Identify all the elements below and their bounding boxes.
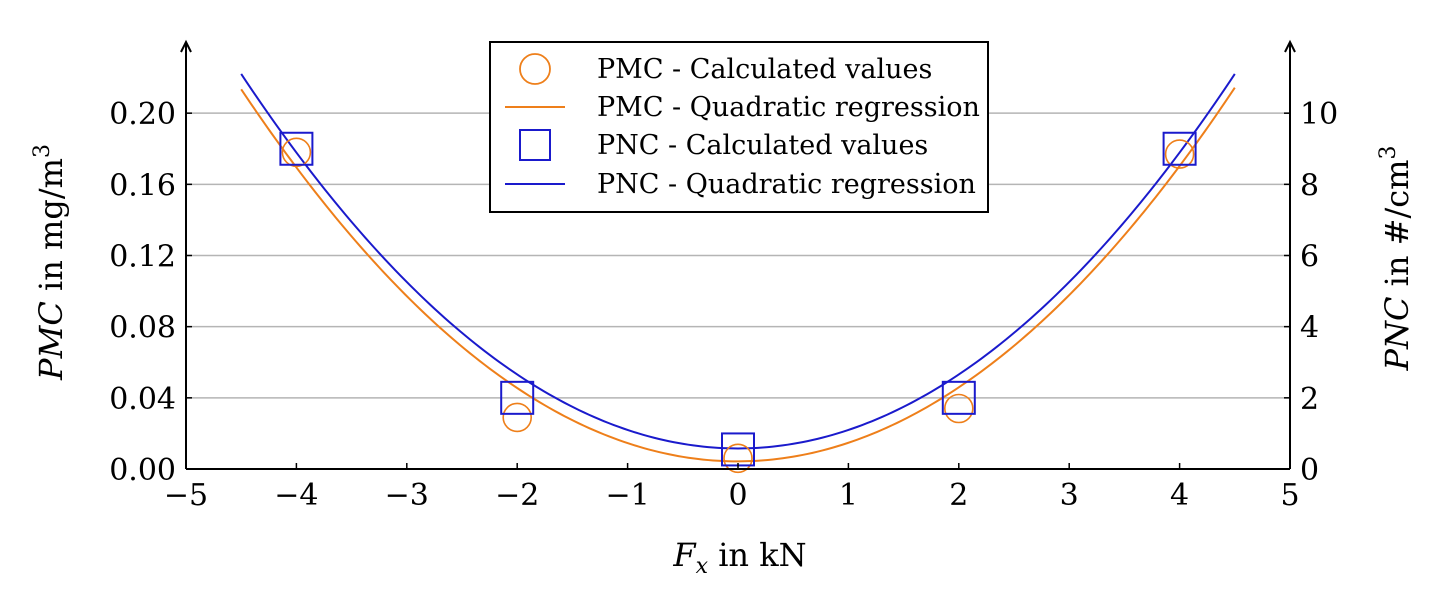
- legend-marker-pnc-calc: [519, 129, 551, 161]
- y-right-tick-label-3: 6: [1300, 240, 1319, 275]
- legend: PMC - Calculated values PMC - Quadratic …: [489, 41, 989, 213]
- series-0-point-1: [502, 402, 533, 433]
- legend-box: [489, 41, 989, 213]
- series-2-point-3: [941, 380, 976, 415]
- series-0-point-3: [943, 393, 974, 424]
- y-right-tick-label-2: 4: [1300, 311, 1319, 346]
- y-left-tick-label-3: 0.12: [109, 240, 176, 275]
- y-right-axis-title: PNC in #/cm3: [1376, 145, 1416, 371]
- series-2-point-0: [279, 131, 314, 166]
- x-axis-title-var: F: [672, 536, 697, 574]
- y-right-tick-label-1: 2: [1300, 382, 1319, 417]
- axes: [180, 39, 1296, 470]
- x-tick-label-7: 2: [949, 478, 968, 513]
- x-tick-label-4: −1: [605, 478, 649, 513]
- y-right-tick-label-0: 0: [1300, 453, 1319, 488]
- legend-label-pnc-reg: PNC - Quadratic regression: [597, 169, 976, 200]
- x-tick-label-9: 4: [1170, 478, 1189, 513]
- x-tick-label-0: −5: [164, 478, 208, 513]
- series-line-3: [240, 73, 1236, 450]
- series-0-point-0: [281, 137, 312, 168]
- series-0-point-4: [1164, 139, 1195, 169]
- y-left-tick-label-4: 0.16: [109, 168, 176, 203]
- x-tick-label-8: 3: [1060, 478, 1079, 513]
- x-tick-label-5: 0: [728, 478, 747, 513]
- y-right-axis-title-sup: 3: [1376, 145, 1401, 159]
- x-tick-label-10: 5: [1280, 478, 1299, 513]
- y-left-axis-title-var: PMC: [32, 301, 70, 381]
- y-left-axis-title: PMC in mg/m3: [30, 144, 70, 381]
- y-left-tick-label-5: 0.20: [109, 97, 176, 132]
- x-tick-label-6: 1: [839, 478, 858, 513]
- y-left-axis-arrow: [180, 39, 192, 53]
- series-0-point-2: [723, 443, 753, 474]
- regression-curves: [240, 73, 1236, 463]
- x-axis-title-rest: in kN: [708, 536, 807, 574]
- y-right-axis-title-rest: in #/cm: [1378, 159, 1416, 296]
- legend-label-pmc-reg: PMC - Quadratic regression: [597, 92, 980, 123]
- legend-label-pnc-calc: PNC - Calculated values: [597, 130, 928, 161]
- x-axis-title: Fx in kN: [672, 536, 806, 579]
- y-left-tick-label-0: 0.00: [109, 453, 176, 488]
- y-left-tick-label-1: 0.04: [109, 382, 176, 417]
- y-right-tick-label-5: 10: [1300, 97, 1338, 132]
- y-right-axis-arrow: [1284, 39, 1296, 53]
- y-right-axis-title-var: PNC: [1378, 297, 1416, 372]
- y-left-tick-label-2: 0.08: [109, 311, 176, 346]
- tick-labels: −5 −4 −3 −2 −1 0 1 2 3 4 5 0.00 0.04 0.08 0.12 0.16 0.20…: [109, 97, 1338, 513]
- y-left-axis-title-rest: in mg/m: [32, 158, 70, 301]
- legend-marker-pmc-calc: [519, 53, 551, 85]
- legend-label-pmc-calc: PMC - Calculated values: [597, 54, 932, 85]
- series-2-point-4: [1162, 131, 1197, 166]
- x-axis-title-sub: x: [696, 554, 709, 579]
- x-tick-label-3: −2: [495, 478, 539, 513]
- series-2-point-1: [500, 380, 535, 415]
- y-left-axis-title-sup: 3: [30, 144, 55, 158]
- x-tick-label-2: −3: [385, 478, 429, 513]
- series-line-1: [240, 87, 1236, 463]
- y-right-tick-label-4: 8: [1300, 168, 1319, 203]
- x-tick-label-1: −4: [274, 478, 318, 513]
